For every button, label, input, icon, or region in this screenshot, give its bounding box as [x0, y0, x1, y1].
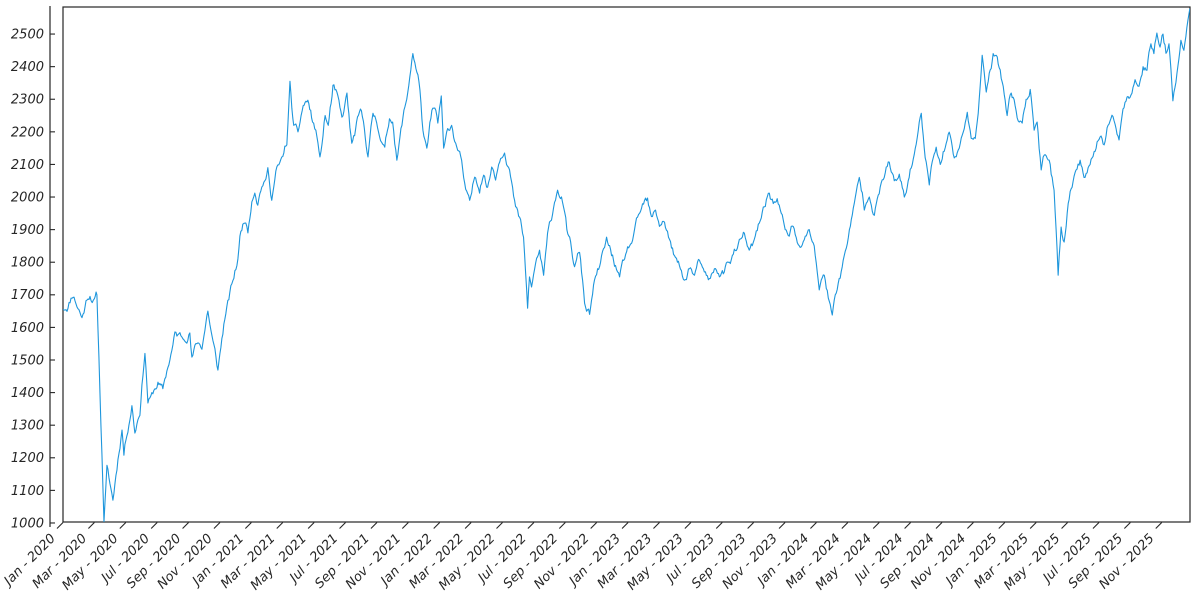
y-tick-label: 2100	[11, 158, 44, 173]
x-tick	[496, 522, 503, 529]
y-tick-label: 2500	[11, 27, 44, 42]
x-tick	[998, 522, 1006, 529]
y-tick-label: 1700	[11, 288, 44, 303]
x-tick	[433, 522, 441, 529]
x-tick	[621, 522, 629, 529]
y-tick-label: 1000	[11, 516, 44, 531]
x-tick	[590, 522, 598, 529]
x-tick	[182, 522, 189, 529]
y-axis: 1000 1100 1200 1300 1400 1500 1600 1700 1800 1900…	[11, 6, 55, 531]
x-tick	[150, 522, 158, 529]
x-tick	[401, 522, 409, 529]
x-tick	[935, 522, 943, 529]
x-tick	[1061, 522, 1068, 529]
y-tick-label: 2300	[11, 93, 44, 108]
x-tick	[1123, 522, 1131, 529]
x-tick	[1029, 522, 1037, 529]
x-tick	[715, 522, 723, 529]
x-tick	[88, 522, 95, 529]
x-tick	[747, 522, 755, 529]
x-tick	[904, 522, 911, 529]
y-tick-label: 1800	[11, 256, 44, 271]
x-tick	[339, 522, 346, 529]
x-tick	[778, 522, 786, 529]
x-tick	[244, 522, 252, 529]
y-tick-label: 1900	[11, 223, 44, 238]
y-tick-label: 2000	[11, 190, 44, 205]
plot-border	[62, 6, 1191, 523]
y-tick-label: 2400	[11, 60, 44, 75]
x-tick	[967, 522, 974, 529]
x-tick	[653, 522, 660, 529]
x-tick	[119, 522, 127, 529]
x-tick	[370, 522, 378, 529]
series-line-value	[63, 8, 1190, 522]
x-tick	[1155, 522, 1163, 529]
x-tick	[810, 522, 817, 529]
y-tick-label: 1300	[11, 419, 44, 434]
y-tick-label: 1400	[11, 386, 44, 401]
y-tick-label: 1500	[11, 353, 44, 368]
x-tick	[558, 522, 566, 529]
x-tick	[841, 522, 849, 529]
y-tick-label: 1200	[11, 451, 44, 466]
x-tick	[872, 522, 880, 529]
x-tick	[527, 522, 535, 529]
x-tick	[213, 522, 221, 529]
y-tick-label: 1600	[11, 321, 44, 336]
x-tick	[276, 522, 284, 529]
x-tick	[56, 522, 64, 529]
x-tick	[684, 522, 692, 529]
x-tick	[307, 522, 315, 529]
x-tick	[464, 522, 472, 529]
y-tick-label: 2200	[11, 125, 44, 140]
x-tick	[1092, 522, 1100, 529]
y-tick-label: 1100	[11, 484, 44, 499]
